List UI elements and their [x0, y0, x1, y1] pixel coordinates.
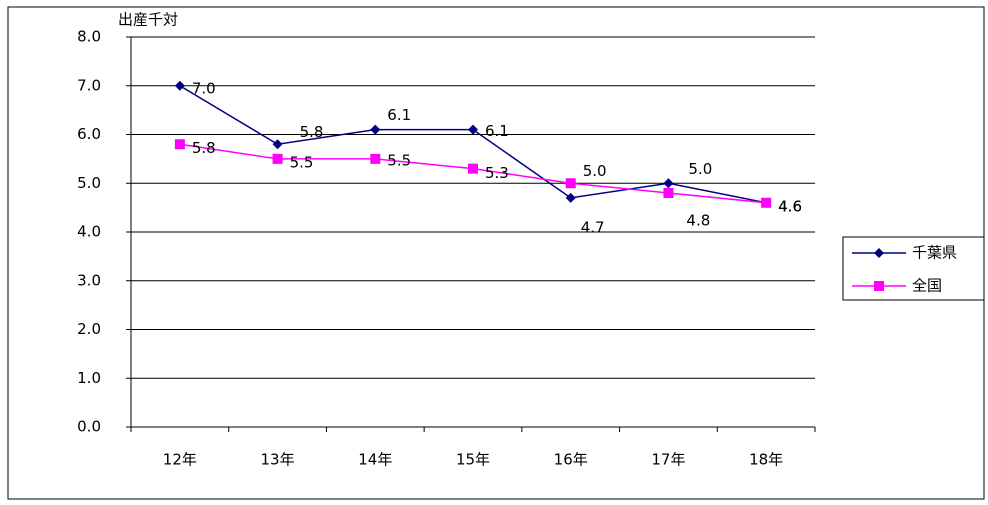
marker [565, 178, 576, 189]
data-label: 5.8 [300, 123, 324, 141]
marker [174, 139, 185, 150]
x-tick-label: 13年 [261, 451, 295, 469]
x-tick-label: 16年 [554, 451, 588, 469]
y-tick-label: 2.0 [77, 320, 101, 338]
legend-label: 全国 [912, 277, 942, 295]
data-label: 6.1 [485, 122, 509, 140]
data-label: 5.0 [688, 160, 712, 178]
y-tick-label: 7.0 [77, 76, 101, 94]
data-label: 5.5 [290, 153, 314, 171]
data-label: 4.6 [778, 197, 802, 215]
x-tick-label: 12年 [163, 451, 197, 469]
y-axis-label: 出産千対 [118, 11, 178, 29]
data-label: 6.1 [387, 106, 411, 124]
x-tick-label: 15年 [456, 451, 490, 469]
data-label: 4.7 [581, 218, 605, 236]
marker [370, 153, 381, 164]
marker [565, 192, 576, 203]
marker [272, 139, 283, 150]
data-label: 4.6 [778, 197, 802, 215]
chart-border [7, 6, 985, 500]
marker [272, 153, 283, 164]
y-tick-label: 3.0 [77, 271, 101, 289]
marker [468, 163, 478, 174]
data-label: 7.0 [192, 79, 216, 97]
legend-marker [874, 281, 884, 291]
marker [174, 80, 185, 91]
legend-label: 千葉県 [912, 244, 957, 262]
y-tick-label: 1.0 [77, 369, 101, 387]
marker [663, 188, 674, 198]
data-label: 5.5 [387, 151, 411, 169]
data-label: 5.0 [583, 162, 607, 180]
y-tick-label: 0.0 [77, 418, 101, 436]
marker [761, 197, 772, 208]
data-label: 5.3 [485, 164, 509, 182]
y-tick-label: 4.0 [77, 223, 101, 241]
y-tick-label: 8.0 [77, 28, 101, 46]
marker [370, 124, 381, 135]
data-label: 4.8 [686, 212, 710, 230]
data-label: 5.8 [192, 139, 216, 157]
x-tick-label: 17年 [651, 451, 685, 469]
marker [663, 178, 674, 189]
marker [468, 124, 478, 135]
y-tick-label: 5.0 [77, 174, 101, 192]
y-tick-label: 6.0 [77, 125, 101, 143]
x-tick-label: 14年 [358, 451, 392, 469]
x-tick-label: 18年 [749, 451, 783, 469]
legend-marker [874, 248, 884, 258]
legend-box [842, 236, 985, 301]
